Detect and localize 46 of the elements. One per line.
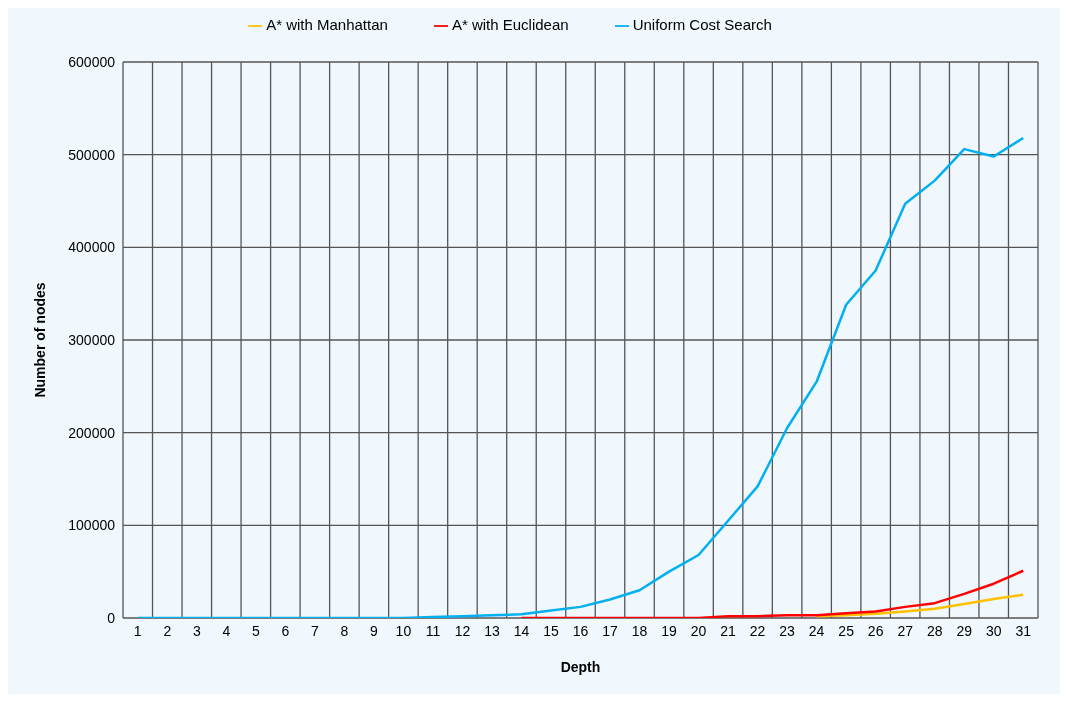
x-tick-label: 8	[340, 622, 349, 639]
x-tick-label: 2	[163, 622, 172, 639]
x-tick-label: 24	[808, 622, 825, 639]
x-tick-label: 26	[867, 622, 884, 639]
x-tick-label: 22	[749, 622, 766, 639]
x-tick-label: 18	[631, 622, 648, 639]
y-tick-label: 400000	[68, 239, 116, 256]
y-axis-title: Number of nodes	[31, 282, 48, 398]
x-tick-label: 23	[779, 622, 796, 639]
x-tick-label: 3	[192, 622, 201, 639]
y-tick-label: 600000	[68, 53, 116, 70]
x-tick-label: 6	[281, 622, 290, 639]
x-tick-label: 25	[838, 622, 855, 639]
x-tick-label: 9	[369, 622, 378, 639]
x-tick-label: 16	[572, 622, 589, 639]
y-tick-label: 200000	[68, 424, 116, 441]
x-tick-label: 17	[602, 622, 619, 639]
x-tick-label: 10	[395, 622, 412, 639]
x-axis-title: Depth	[560, 659, 601, 675]
x-tick-label: 7	[310, 622, 319, 639]
line-series	[136, 136, 1025, 618]
legend-label: A* with Manhattan	[266, 16, 388, 33]
x-tick-label: 13	[484, 622, 500, 639]
line-series	[520, 569, 1025, 618]
legend-label: A* with Euclidean	[451, 16, 569, 33]
line-series	[815, 593, 1025, 618]
x-tick-label: 5	[251, 622, 260, 639]
x-tick-label: 30	[985, 622, 1002, 639]
x-tick-label: 31	[1015, 622, 1032, 639]
x-tick-label: 27	[897, 622, 914, 639]
x-tick-label: 12	[454, 622, 471, 639]
x-tick-label: 11	[425, 622, 441, 639]
y-tick-label: 100000	[68, 517, 116, 534]
y-tick-label: 0	[107, 609, 116, 626]
x-tick-label: 14	[513, 622, 530, 639]
y-tick-label: 500000	[68, 146, 116, 163]
x-tick-label: 20	[690, 622, 707, 639]
x-tick-label: 21	[720, 622, 737, 639]
x-tick-label: 4	[222, 622, 231, 639]
x-tick-label: 28	[926, 622, 943, 639]
y-tick-label: 300000	[68, 331, 116, 348]
x-tick-label: 19	[661, 622, 678, 639]
x-tick-label: 1	[133, 622, 142, 639]
legend-label: Uniform Cost Search	[632, 16, 772, 33]
x-tick-label: 29	[956, 622, 973, 639]
x-tick-label: 15	[543, 622, 559, 639]
